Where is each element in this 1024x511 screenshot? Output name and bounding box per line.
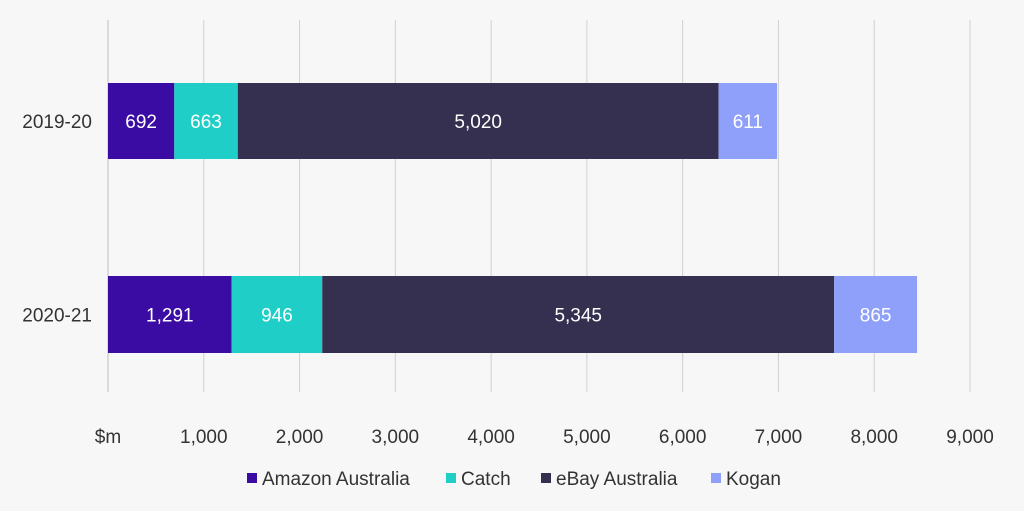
x-tick-label-2000: 2,000	[276, 427, 324, 448]
bar-2020-21-ebay-australia	[322, 276, 835, 353]
x-tick-label-9000: 9,000	[946, 427, 994, 448]
gridlines	[107, 20, 971, 392]
data-label-2020-21-amazon-australia: 1,291	[146, 306, 194, 327]
bar-2019-20-ebay-australia	[237, 83, 719, 159]
data-label-2019-20-ebay-australia: 5,020	[454, 112, 502, 133]
legend-swatch-kogan	[711, 473, 721, 483]
category-label-2020-21: 2020-21	[22, 306, 92, 327]
legend-swatch-catch	[446, 473, 456, 483]
x-tick-label-1000: 1,000	[180, 427, 228, 448]
data-label-2019-20-kogan: 611	[733, 112, 763, 133]
x-tick-label-5000: 5,000	[563, 427, 611, 448]
x-tick-label-7000: 7,000	[755, 427, 803, 448]
bar-2019-20-amazon-australia	[108, 83, 175, 159]
bar-2019-20-catch	[174, 83, 238, 159]
x-tick-label-6000: 6,000	[659, 427, 707, 448]
legend-label-catch: Catch	[461, 469, 511, 490]
category-label-2019-20: 2019-20	[22, 112, 92, 133]
category-labels: 2019-20 2020-21	[22, 112, 92, 327]
data-label-2019-20-catch: 663	[190, 112, 222, 133]
x-tick-label-4000: 4,000	[467, 427, 515, 448]
bars: 692 663 5,020 611 1,291 946 5,345 865	[108, 83, 918, 353]
x-tick-label-8000: 8,000	[850, 427, 898, 448]
legend-label-amazon-australia: Amazon Australia	[262, 469, 410, 490]
data-label-2020-21-ebay-australia: 5,345	[554, 306, 602, 327]
legend: Amazon Australia Catch eBay Australia Kogan	[247, 469, 781, 490]
legend-label-ebay-australia: eBay Australia	[556, 469, 678, 490]
x-tick-label-3000: 3,000	[372, 427, 420, 448]
bar-2019-20-kogan	[718, 83, 778, 159]
bar-2020-21-catch	[231, 276, 323, 353]
data-label-2019-20-amazon-australia: 692	[125, 112, 157, 133]
data-label-2020-21-catch: 946	[261, 306, 293, 327]
x-tick-label-0: $m	[95, 427, 121, 448]
legend-swatch-amazon-australia	[247, 473, 257, 483]
legend-label-kogan: Kogan	[726, 469, 781, 490]
bar-2020-21-kogan	[834, 276, 918, 353]
data-label-2020-21-kogan: 865	[860, 306, 892, 327]
legend-swatch-ebay-australia	[541, 473, 551, 483]
x-axis-tick-labels: $m 1,000 2,000 3,000 4,000 5,000 6,000 7,000 8,0…	[95, 427, 994, 448]
bar-2020-21-amazon-australia	[108, 276, 232, 353]
